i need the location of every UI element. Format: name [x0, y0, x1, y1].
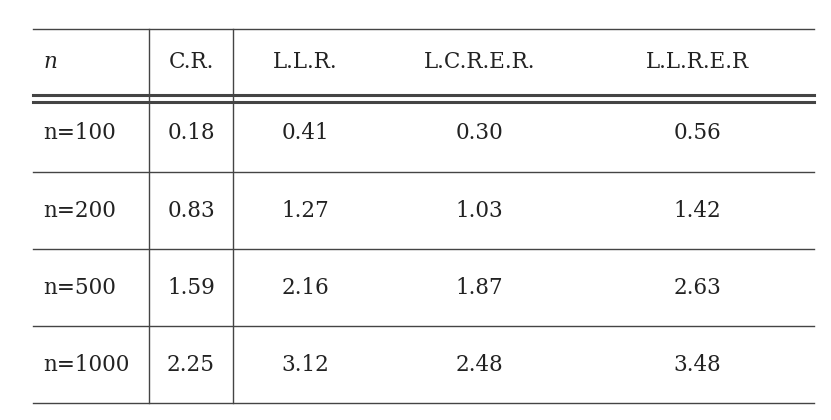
- Text: 0.83: 0.83: [167, 200, 215, 221]
- Text: 1.42: 1.42: [674, 200, 721, 221]
- Text: n=100: n=100: [43, 123, 116, 144]
- Text: 1.27: 1.27: [282, 200, 329, 221]
- Text: n: n: [43, 51, 57, 73]
- Text: 1.87: 1.87: [455, 277, 503, 299]
- Text: 2.16: 2.16: [282, 277, 329, 299]
- Text: n=500: n=500: [43, 277, 116, 299]
- Text: 1.03: 1.03: [455, 200, 503, 221]
- Text: 3.48: 3.48: [674, 354, 721, 375]
- Text: 3.12: 3.12: [282, 354, 329, 375]
- Text: 0.30: 0.30: [455, 123, 503, 144]
- Text: 0.18: 0.18: [167, 123, 215, 144]
- Text: 1.59: 1.59: [167, 277, 215, 299]
- Text: 0.41: 0.41: [282, 123, 329, 144]
- Text: 2.25: 2.25: [167, 354, 215, 375]
- Text: L.L.R.E.R: L.L.R.E.R: [646, 51, 750, 73]
- Text: L.C.R.E.R.: L.C.R.E.R.: [424, 51, 535, 73]
- Text: 0.56: 0.56: [674, 123, 721, 144]
- Text: L.L.R.: L.L.R.: [273, 51, 337, 73]
- Text: n=1000: n=1000: [43, 354, 130, 375]
- Text: 2.63: 2.63: [674, 277, 721, 299]
- Text: C.R.: C.R.: [169, 51, 214, 73]
- Text: 2.48: 2.48: [455, 354, 503, 375]
- Text: n=200: n=200: [43, 200, 116, 221]
